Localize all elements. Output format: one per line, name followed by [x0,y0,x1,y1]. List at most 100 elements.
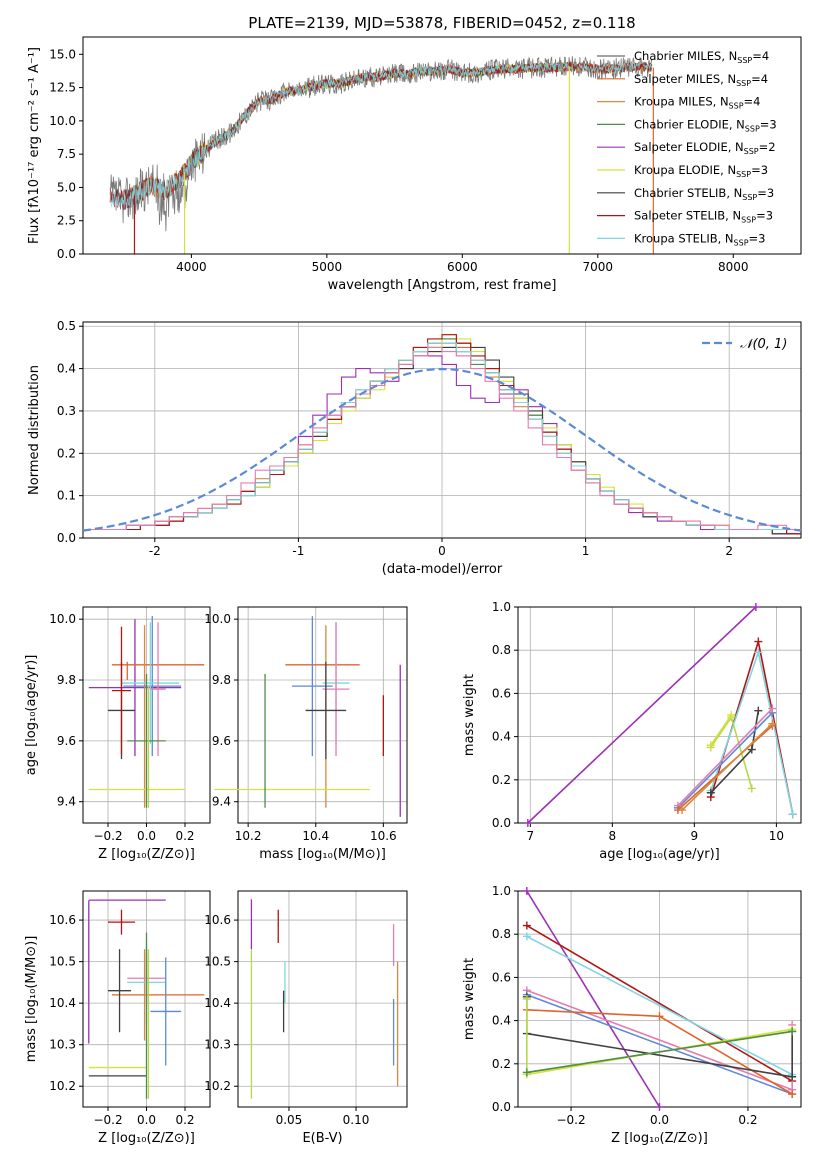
y-tick-label: 10.2 [49,1079,76,1093]
weight-series-line [710,714,732,746]
x-tick-label: 7 [526,829,534,843]
legend-label: Kroupa STELIB, NSSP=3 [634,231,765,247]
legend-label: Chabrier ELODIE, NSSP=3 [634,117,777,133]
y-tick-label: 15.0 [49,47,76,61]
x-tick-label: 0.05 [276,1113,303,1127]
y-tick-label: 0.2 [492,773,511,787]
y-tick-label: 10.6 [204,913,231,927]
spectrum-series-line [130,61,653,202]
legend-suffix: =3 [756,209,773,223]
legend-subscript: SSP [741,216,756,225]
legend-suffix: =3 [757,186,774,200]
x-axis-label: (data-model)/error [382,562,503,577]
y-tick-label: 1.0 [492,884,511,898]
y-tick-label: 0.2 [57,446,76,460]
x-tick-label: 0.0 [650,1113,669,1127]
legend-label: 𝒩(0, 1) [740,337,787,352]
weight-point-marker [754,706,763,715]
x-tick-label: 10 [769,829,784,843]
spectrum-series-line [109,61,653,208]
weight-point-marker [727,711,736,719]
weight-point-marker [768,719,777,728]
legend-subscript: SSP [729,102,744,111]
x-tick-label: −0.2 [93,829,122,843]
x-tick-label: 5000 [312,260,343,274]
weight-point-marker [655,1103,664,1111]
axes-frame [517,606,802,824]
weight-point-marker [522,1068,531,1077]
x-tick-label: 0.2 [738,1113,757,1127]
weight-point-marker [747,745,756,754]
spectrum-series-line [109,56,653,232]
weight-point-marker [522,932,531,941]
y-tick-label: 9.4 [212,795,231,809]
y-axis-label: mass [log₁₀(M/M⊙)] [24,936,39,1063]
legend-suffix: =3 [749,231,766,245]
y-tick-label: 0.0 [57,531,76,545]
weight-series-line [677,707,773,807]
x-tick-label: 0.2 [175,1113,194,1127]
weight-point-marker [523,819,532,827]
y-tick-label: 10.3 [49,1038,76,1052]
x-tick-label: 8 [609,829,617,843]
x-tick-label: -1 [292,544,304,558]
weight-vs-Z-panel: −0.2 0.0 0.2 0.0 0.2 0.4 0.6 0.8 1.0 Z [log₁₀(Z/Z… [462,884,802,1146]
y-tick-label: 9.4 [57,795,76,809]
x-tick-label: 10.2 [235,829,262,843]
legend-name: Salpeter STELIB, N [634,209,741,223]
mass-vs-Z-panel: −0.2 0.0 0.2 10.2 10.3 10.4 10.5 10.6 Z [log₁₀(Z… [24,890,211,1146]
weight-series-line [526,935,793,1076]
histogram-step [83,346,801,531]
spectrum-series-line [130,61,653,206]
legend-subscript: SSP [736,79,751,88]
x-tick-label: 10.4 [302,829,329,843]
y-tick-label: 0.5 [57,319,76,333]
weight-point-marker [788,1072,797,1081]
weight-point-marker [751,603,760,611]
legend-suffix: =2 [759,140,776,154]
legend-label: Kroupa ELODIE, NSSP=3 [634,163,768,179]
x-tick-label: 0.0 [137,829,156,843]
y-tick-label: 7.5 [57,147,76,161]
x-tick-label: 1 [582,544,590,558]
weight-vs-age-panel: 7 8 9 10 0.0 0.2 0.4 0.6 0.8 1.0 age [log₁₀(age/yr… [462,600,802,862]
weight-point-marker [522,995,531,1003]
y-tick-label: 5.0 [57,180,76,194]
y-tick-label: 0.3 [57,404,76,418]
legend-name: Chabrier STELIB, N [634,186,742,200]
normal-curve [83,367,801,532]
legend-subscript: SSP [742,193,757,202]
weight-series-line [526,890,661,1108]
weight-point-marker [788,810,797,819]
weight-point-marker [788,1027,797,1036]
legend-name: Chabrier ELODIE, N [634,117,745,131]
legend-subscript: SSP [744,147,759,156]
x-axis-label: Z [log₁₀(Z/Z⊙)] [98,1131,195,1146]
legend-label: Chabrier STELIB, NSSP=3 [634,186,774,202]
y-tick-label: 0.4 [492,1014,511,1028]
weight-series-line [526,924,793,1082]
spectrum-lines [109,56,654,254]
legend-name: Salpeter MILES, N [634,72,736,86]
y-tick-label: 0.8 [492,927,511,941]
y-tick-label: 12.5 [49,81,76,95]
y-tick-label: 10.0 [204,612,231,626]
legend-suffix: =4 [744,95,761,109]
weight-series-line [527,606,757,824]
y-tick-label: 1.0 [492,600,511,614]
y-tick-label: 10.5 [204,955,231,969]
x-tick-label: 2 [725,544,733,558]
y-tick-label: 10.3 [204,1038,231,1052]
y-tick-label: 0.4 [57,362,76,376]
legend-name: Salpeter ELODIE, N [634,140,744,154]
axes-frame [237,890,408,1108]
y-tick-label: 10.4 [49,996,76,1010]
weight-point-marker [706,741,715,750]
x-tick-label: 8000 [718,260,749,274]
legend-name: Kroupa MILES, N [634,95,729,109]
legend-name: Kroupa ELODIE, N [634,163,736,177]
age-vs-Z-panel: −0.2 0.0 0.2 9.4 9.6 9.8 10.0 Z [log₁₀(Z/Z⊙)] ag… [24,606,211,862]
y-tick-label: 2.5 [57,214,76,228]
legend-name: Chabrier MILES, N [634,49,737,63]
